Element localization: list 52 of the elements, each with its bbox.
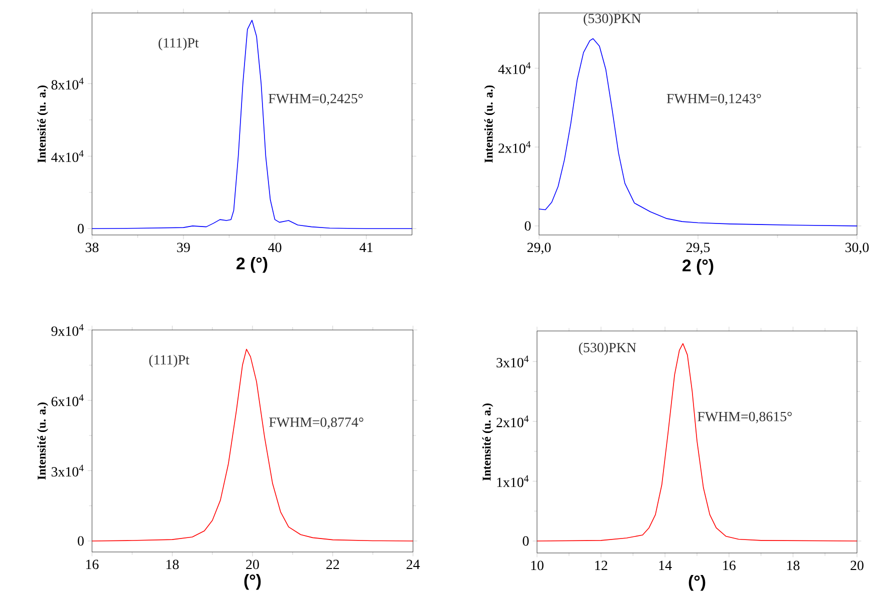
x-axis-title: (°) bbox=[688, 575, 706, 591]
annotation: (111)Pt bbox=[158, 38, 199, 50]
annotation: (530)PKN bbox=[578, 342, 636, 356]
x-tick-label: 12 bbox=[595, 560, 608, 570]
y-tick-label: 0 bbox=[78, 536, 84, 546]
line-series bbox=[539, 38, 858, 226]
y-tick-label: 4x10$^{4}$ bbox=[498, 62, 531, 74]
y-tick-label: 3x10$^{4}$ bbox=[52, 464, 84, 477]
line-series bbox=[92, 348, 413, 542]
y-tick-label: 0 bbox=[524, 221, 531, 231]
x-tick-label: 30,0 bbox=[845, 242, 869, 254]
y-axis-title: Intensité (u. a.) bbox=[37, 86, 48, 163]
line-series bbox=[537, 343, 858, 542]
annotation: FWHM=0,1243° bbox=[666, 94, 761, 106]
x-tick-label: 10 bbox=[531, 560, 544, 570]
x-tick-label: 41 bbox=[360, 242, 372, 252]
y-tick-label: 2x10$^{4}$ bbox=[496, 415, 529, 428]
x-axis-title: 2 (°) bbox=[236, 257, 268, 273]
annotation: (111)Pt bbox=[149, 354, 190, 368]
x-tick-label: 20 bbox=[246, 560, 259, 570]
y-tick-label: 8x10$^{4}$ bbox=[51, 78, 84, 90]
line-series bbox=[92, 20, 412, 230]
x-tick-label: 40 bbox=[268, 242, 282, 252]
y-tick-label: 3x10$^{4}$ bbox=[496, 356, 529, 368]
y-axis-title: Intensité (u. a.) bbox=[484, 86, 496, 163]
y-tick-label: 9x10$^{4}$ bbox=[51, 324, 84, 336]
x-tick-label: 39 bbox=[177, 242, 190, 252]
y-tick-label: 0 bbox=[78, 224, 84, 234]
x-tick-label: 16 bbox=[723, 560, 736, 570]
annotation: FWHM=0,8615° bbox=[698, 412, 792, 424]
annotation: FWHM=0,2425° bbox=[268, 94, 363, 106]
y-tick-label: 0 bbox=[522, 536, 529, 546]
x-axis-title: (°) bbox=[244, 574, 261, 590]
x-tick-label: 18 bbox=[166, 560, 179, 570]
x-tick-label: 29,5 bbox=[686, 242, 710, 254]
x-tick-label: 38 bbox=[86, 242, 98, 252]
x-tick-label: 29,0 bbox=[527, 242, 551, 254]
x-tick-label: 14 bbox=[659, 560, 672, 570]
y-tick-label: 2x10$^{4}$ bbox=[498, 141, 531, 153]
annotation: (530)PKN bbox=[584, 13, 641, 26]
x-tick-label: 22 bbox=[326, 560, 339, 569]
annotation: FWHM=0,8774° bbox=[269, 418, 364, 429]
x-tick-label: 20 bbox=[850, 560, 864, 570]
y-tick-label: 6x10$^{4}$ bbox=[52, 394, 84, 406]
y-tick-label: 4x10$^{4}$ bbox=[51, 150, 84, 162]
x-tick-label: 16 bbox=[86, 560, 99, 570]
y-axis-title: Intensité (u. a.) bbox=[37, 402, 48, 480]
x-tick-label: 18 bbox=[787, 560, 800, 570]
x-tick-label: 24 bbox=[406, 560, 420, 569]
y-tick-label: 1x10$^{4}$ bbox=[497, 475, 529, 488]
y-axis-title: Intensité (u. a.) bbox=[482, 404, 494, 481]
x-axis-title: 2 (°) bbox=[682, 259, 714, 275]
